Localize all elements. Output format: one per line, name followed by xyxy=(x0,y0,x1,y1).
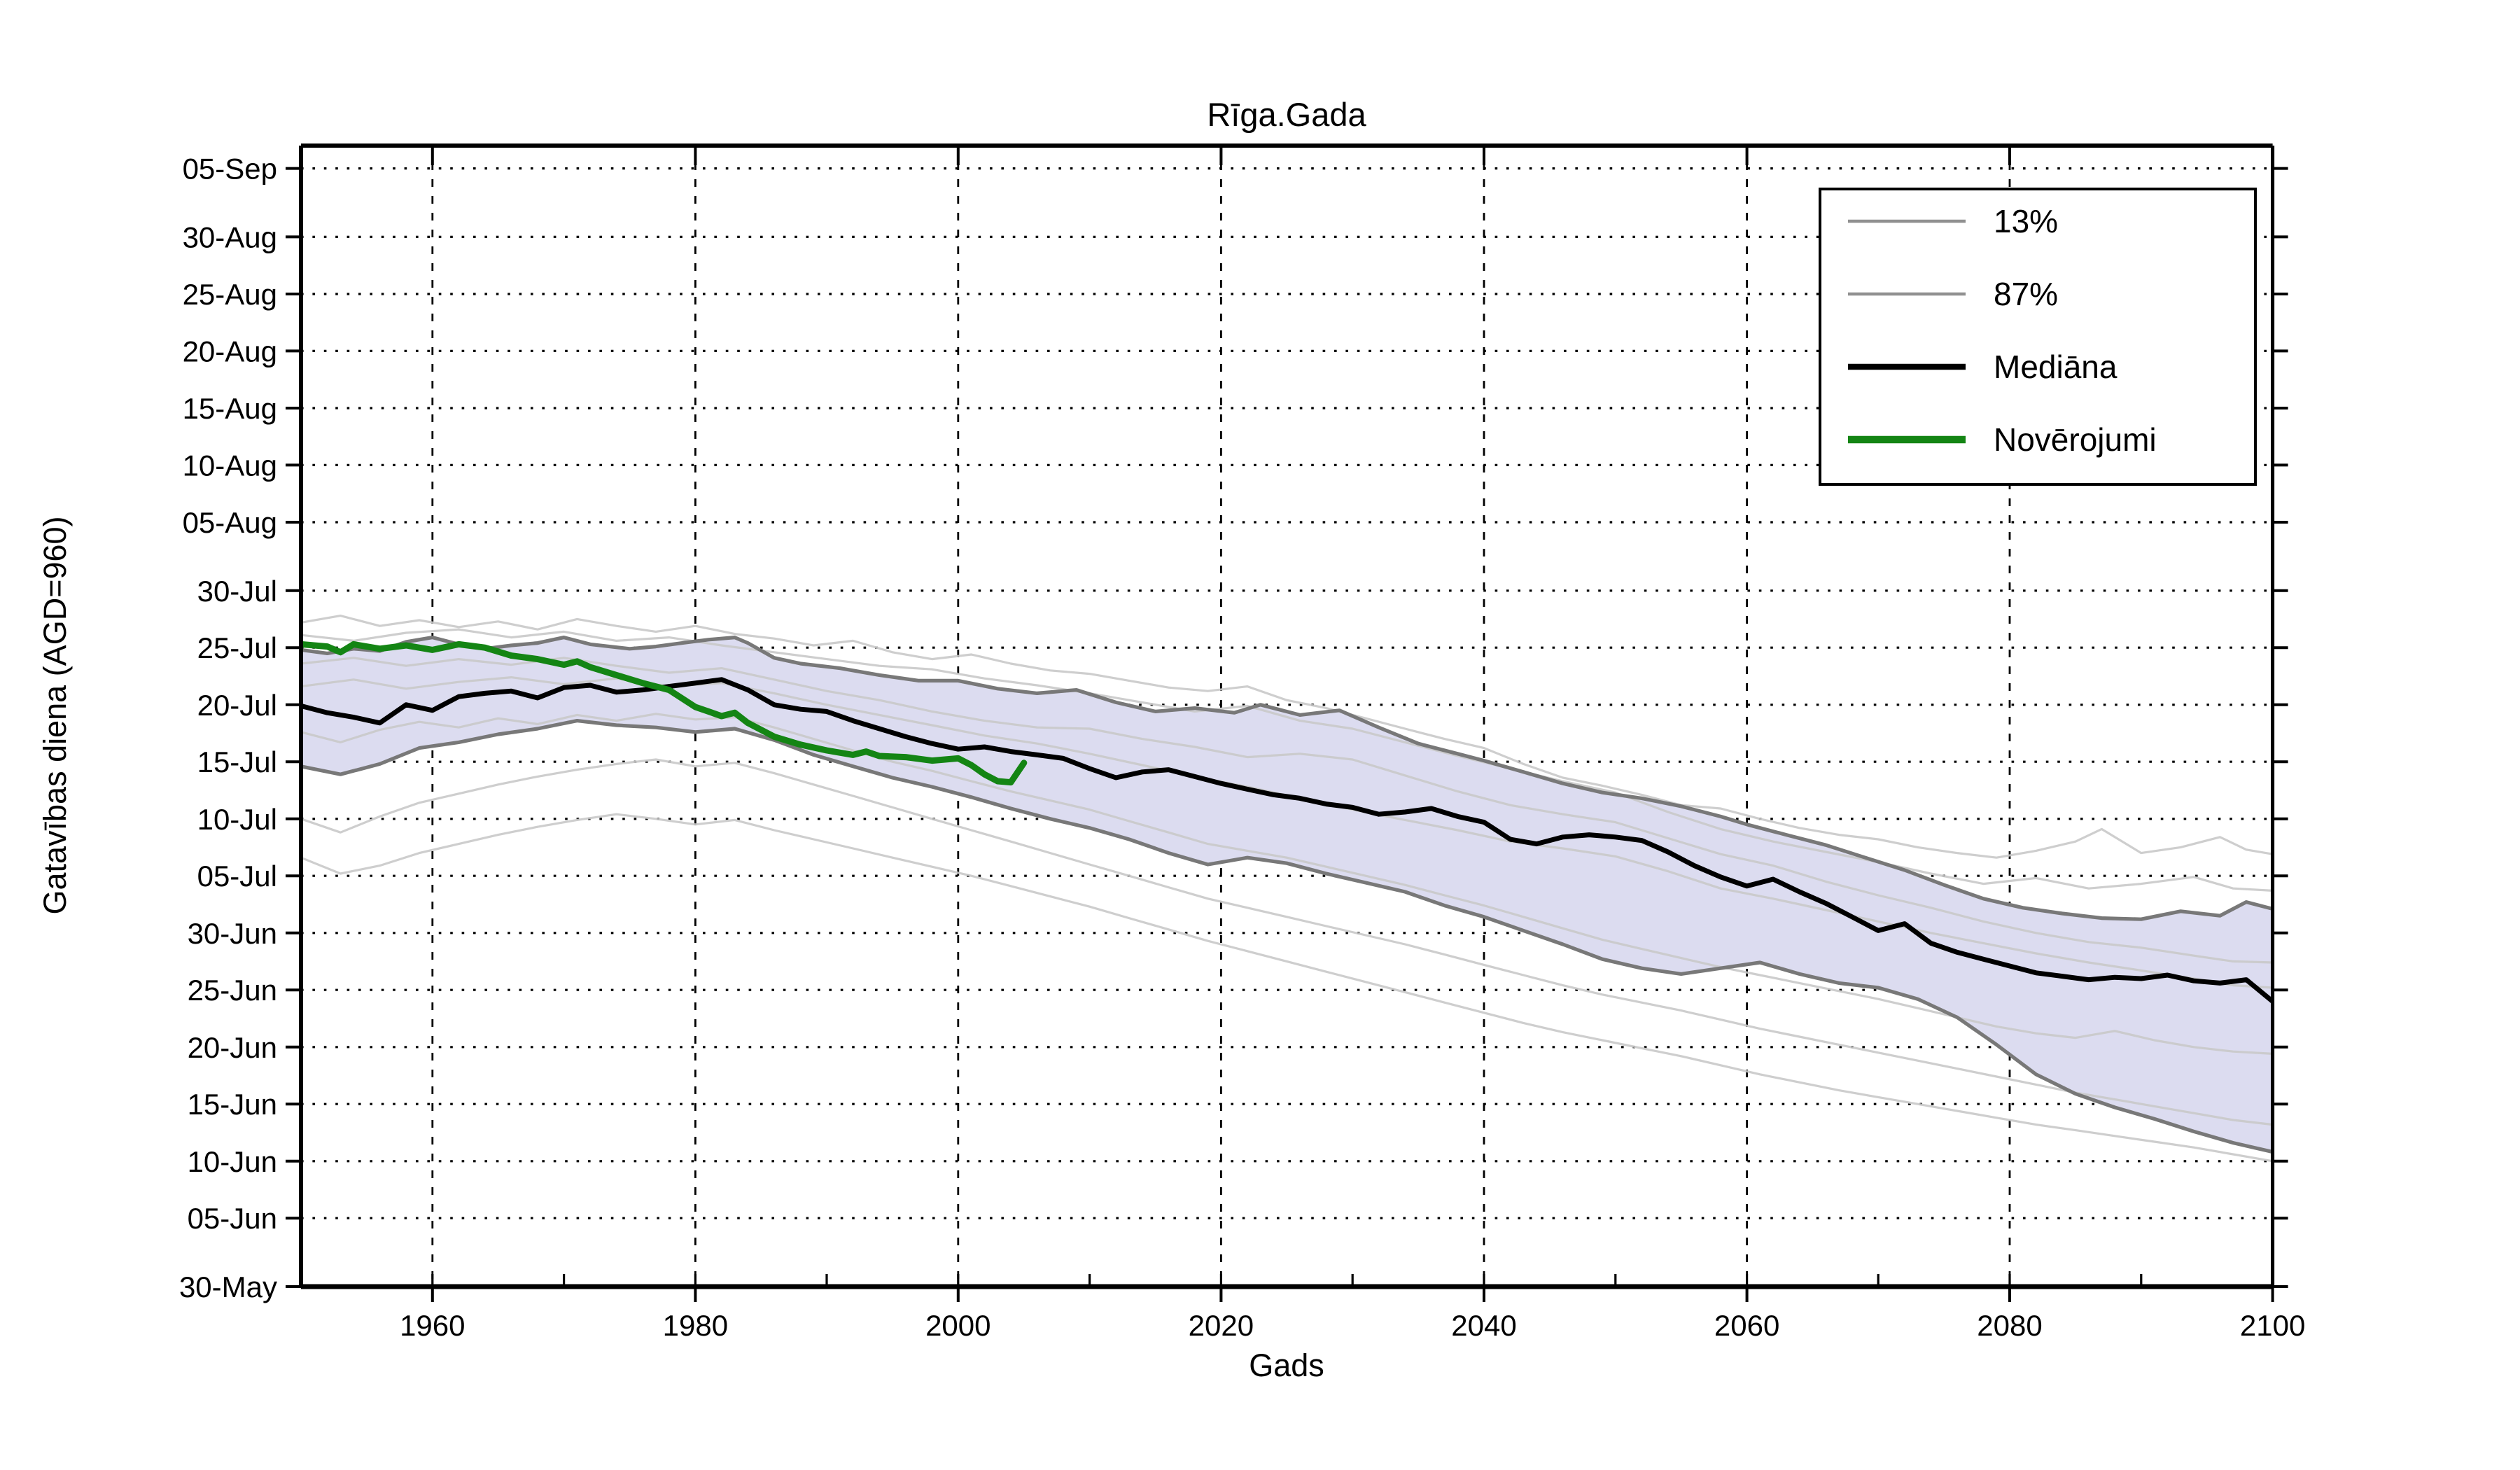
svg-text:1960: 1960 xyxy=(400,1309,465,1342)
svg-text:30-Jun: 30-Jun xyxy=(188,917,277,950)
svg-text:30-Jul: 30-Jul xyxy=(197,575,277,608)
svg-text:10-Jun: 10-Jun xyxy=(188,1145,277,1178)
legend-label-noverojumi: Novērojumi xyxy=(1994,421,2157,458)
legend-item-mediana: Mediāna xyxy=(1848,349,2118,385)
svg-text:25-Jul: 25-Jul xyxy=(197,631,277,664)
chart-title: Rīga.Gada xyxy=(1207,96,1366,133)
x-axis-label: Gads xyxy=(1249,1348,1324,1383)
svg-text:2000: 2000 xyxy=(925,1309,990,1342)
svg-text:2040: 2040 xyxy=(1451,1309,1516,1342)
svg-text:30-Aug: 30-Aug xyxy=(183,220,277,253)
legend: 13% 87% Mediāna Novērojumi xyxy=(1819,188,2257,486)
svg-text:20-Jul: 20-Jul xyxy=(197,689,277,722)
svg-text:2020: 2020 xyxy=(1189,1309,1254,1342)
svg-text:2100: 2100 xyxy=(2240,1309,2305,1342)
svg-text:10-Aug: 10-Aug xyxy=(183,449,277,482)
svg-text:20-Aug: 20-Aug xyxy=(183,335,277,368)
svg-text:30-May: 30-May xyxy=(179,1270,277,1303)
svg-text:20-Jun: 20-Jun xyxy=(188,1031,277,1064)
legend-label-87pct: 87% xyxy=(1994,276,2058,312)
svg-text:2060: 2060 xyxy=(1714,1309,1779,1342)
legend-box xyxy=(1819,188,2257,486)
svg-text:05-Aug: 05-Aug xyxy=(183,506,277,539)
svg-text:05-Jul: 05-Jul xyxy=(197,860,277,892)
svg-text:2080: 2080 xyxy=(1977,1309,2042,1342)
svg-text:15-Jun: 15-Jun xyxy=(188,1088,277,1121)
legend-item-87pct: 87% xyxy=(1848,276,2058,312)
legend-item-noverojumi: Novērojumi xyxy=(1848,421,2157,458)
legend-label-13pct: 13% xyxy=(1994,203,2058,239)
svg-text:25-Jun: 25-Jun xyxy=(188,974,277,1007)
svg-text:1980: 1980 xyxy=(663,1309,728,1342)
legend-label-mediana: Mediāna xyxy=(1994,349,2118,385)
legend-item-13pct: 13% xyxy=(1848,203,2058,239)
svg-text:15-Jul: 15-Jul xyxy=(197,746,277,778)
y-axis-label: Gatavības diena (AGD=960) xyxy=(37,516,73,914)
svg-text:10-Jul: 10-Jul xyxy=(197,803,277,836)
svg-text:05-Sep: 05-Sep xyxy=(183,153,277,186)
svg-text:15-Aug: 15-Aug xyxy=(183,392,277,425)
svg-text:05-Jun: 05-Jun xyxy=(188,1202,277,1235)
svg-text:25-Aug: 25-Aug xyxy=(183,278,277,311)
